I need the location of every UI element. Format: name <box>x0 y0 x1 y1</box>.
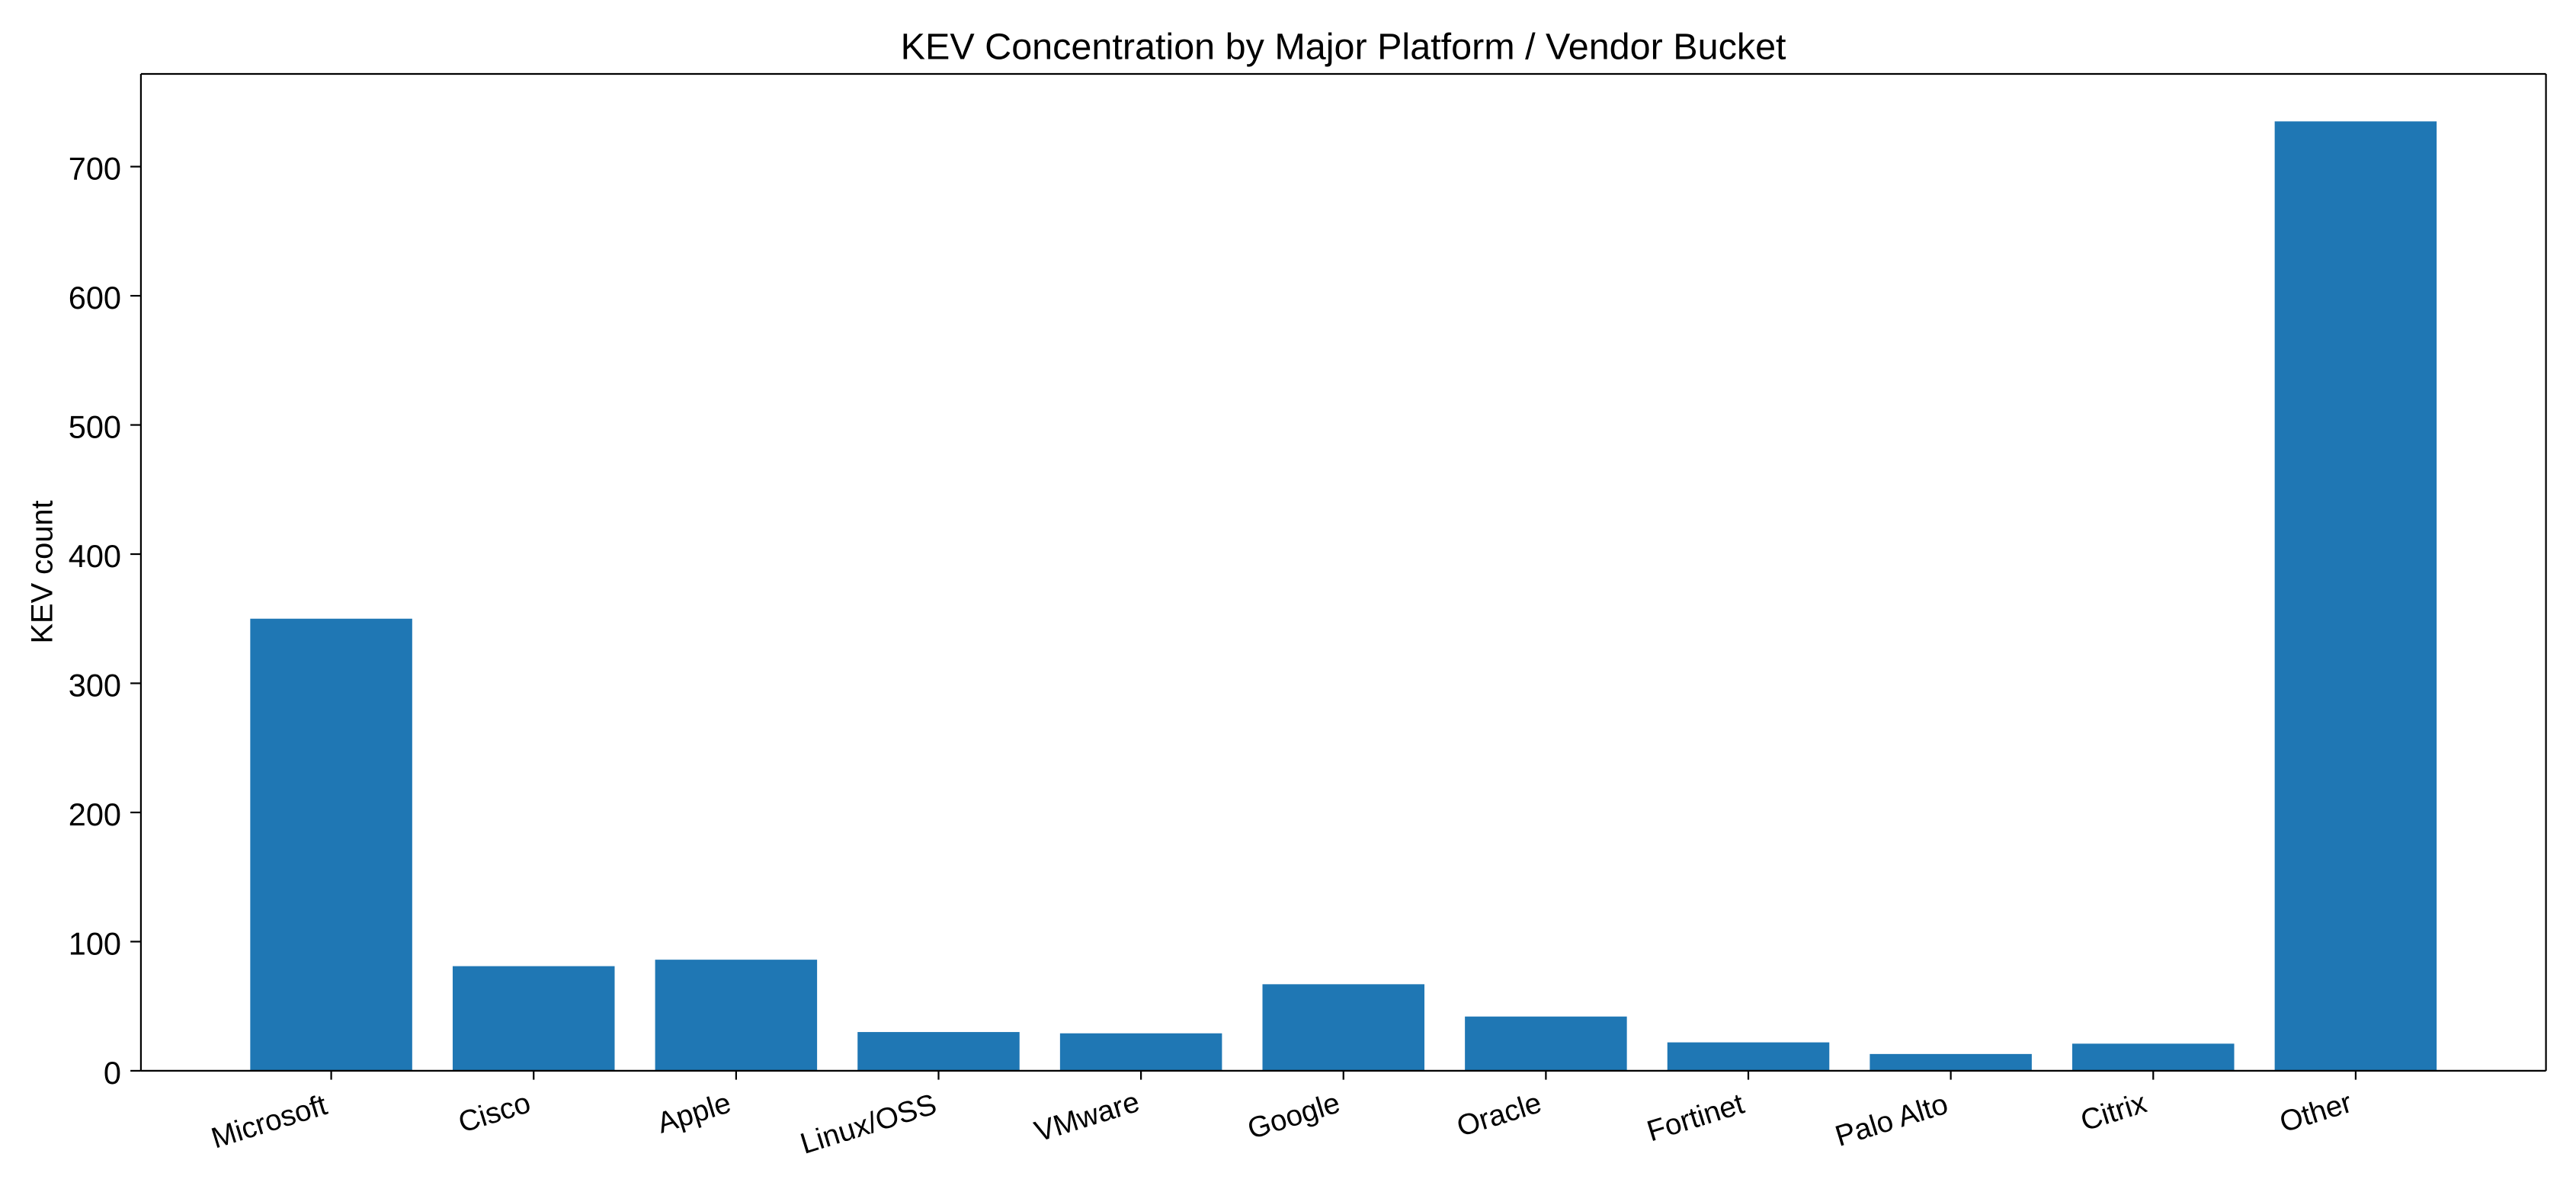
svg-text:300: 300 <box>69 667 121 703</box>
svg-text:700: 700 <box>69 151 121 187</box>
svg-text:KEV Concentration by Major Pla: KEV Concentration by Major Platform / Ve… <box>901 26 1786 67</box>
svg-text:200: 200 <box>69 796 121 832</box>
svg-text:100: 100 <box>69 925 121 961</box>
svg-text:600: 600 <box>69 280 121 316</box>
svg-text:KEV count: KEV count <box>25 500 59 643</box>
svg-text:400: 400 <box>69 538 121 574</box>
svg-text:0: 0 <box>104 1055 121 1091</box>
svg-text:500: 500 <box>69 409 121 445</box>
